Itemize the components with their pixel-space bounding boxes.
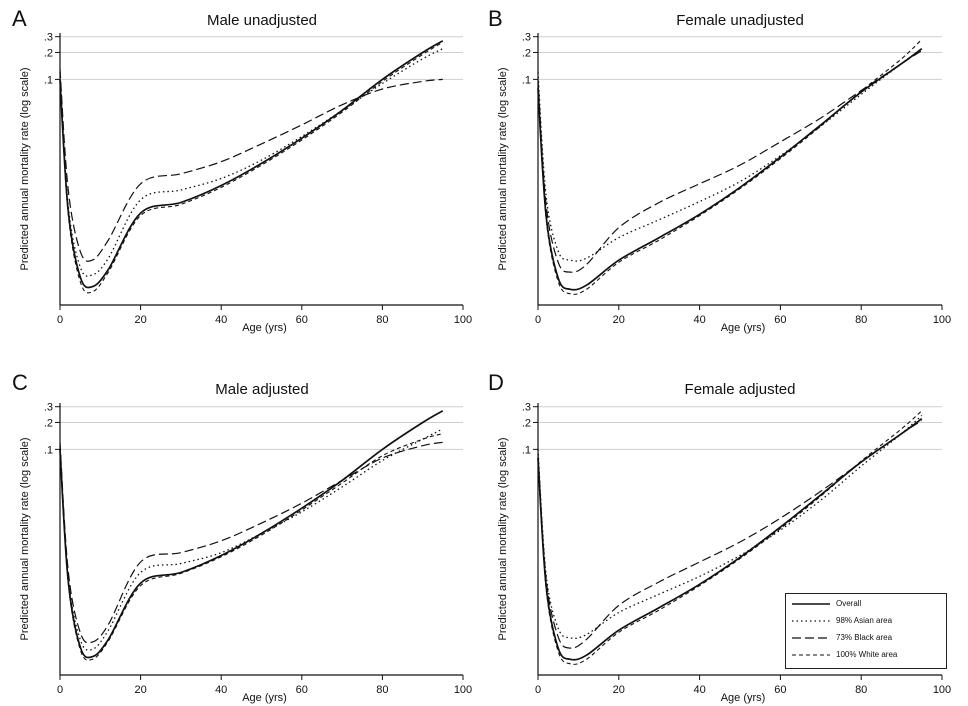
x-tick-label-c-0: 0 <box>57 684 63 696</box>
series-line-b-long-dash <box>537 50 923 273</box>
x-tick-label-d-0: 0 <box>535 684 541 696</box>
series-line-a-dotted <box>59 48 444 277</box>
series-line-a-long-dash <box>59 69 443 262</box>
y-tick-label-b-1: .2 <box>522 47 531 59</box>
x-tick-label-c-5: 100 <box>454 684 472 696</box>
y-tick-label-a-0: .1 <box>44 74 53 86</box>
y-tick-label-d-2: .3 <box>522 402 531 414</box>
y-tick-label-b-0: .1 <box>522 74 531 86</box>
legend-entry-white: 100% White area <box>790 649 940 661</box>
series-line-b-dotted <box>537 48 923 262</box>
y-tick-label-d-1: .2 <box>522 417 531 429</box>
panel-letter-a: A <box>12 6 27 31</box>
series-line-c-dashed <box>59 433 443 661</box>
panel-letter-d: D <box>488 370 504 395</box>
x-tick-label-a-2: 40 <box>215 314 227 326</box>
series-line-c-solid <box>59 410 444 659</box>
x-tick-label-c-4: 80 <box>376 684 388 696</box>
y-tick-label-b-2: .3 <box>522 32 531 44</box>
x-axis-label-c: Age (yrs) <box>242 692 287 704</box>
x-tick-label-b-3: 60 <box>774 314 786 326</box>
series-line-a-solid <box>59 40 444 289</box>
x-tick-label-d-2: 40 <box>693 684 705 696</box>
x-tick-label-c-3: 60 <box>296 684 308 696</box>
y-axis-label-a: Predicted annual mortality rate (log sca… <box>19 68 31 271</box>
panel-title-b: Female unadjusted <box>676 12 804 29</box>
y-tick-label-c-1: .2 <box>44 417 53 429</box>
legend-label-asian: 98% Asian area <box>836 616 893 625</box>
legend-label-overall: Overall <box>836 599 862 608</box>
series-line-d-long-dash <box>537 420 923 649</box>
y-tick-label-a-2: .3 <box>44 32 53 44</box>
panel-letter-b: B <box>488 6 503 31</box>
x-tick-label-c-2: 40 <box>215 684 227 696</box>
panel-title-d: Female adjusted <box>684 381 796 398</box>
y-axis-label-d: Predicted annual mortality rate (log sca… <box>497 438 509 641</box>
legend-label-black: 73% Black area <box>836 633 893 642</box>
x-axis-label-a: Age (yrs) <box>242 322 287 334</box>
y-tick-label-c-0: .1 <box>44 444 53 456</box>
series-line-b-dashed <box>537 38 923 295</box>
x-tick-label-a-5: 100 <box>454 314 472 326</box>
series-line-d-dashed <box>537 410 923 665</box>
x-tick-label-b-4: 80 <box>855 314 867 326</box>
x-tick-label-b-1: 20 <box>613 314 625 326</box>
x-tick-label-b-0: 0 <box>535 314 541 326</box>
panel-letter-c: C <box>12 370 28 395</box>
x-tick-label-c-1: 20 <box>134 684 146 696</box>
y-tick-label-c-2: .3 <box>44 402 53 414</box>
x-tick-label-b-5: 100 <box>933 314 951 326</box>
series-line-c-long-dash <box>59 441 443 644</box>
panel-title-c: Male adjusted <box>215 381 309 398</box>
series-line-a-dashed <box>59 41 444 294</box>
x-axis-label-d: Age (yrs) <box>721 692 766 704</box>
legend-entry-asian: 98% Asian area <box>790 615 940 627</box>
legend: Overall 98% Asian area 73% Black area 10… <box>785 593 947 669</box>
y-tick-label-d-0: .1 <box>522 444 531 456</box>
x-tick-label-d-1: 20 <box>613 684 625 696</box>
y-axis-label-c: Predicted annual mortality rate (log sca… <box>19 438 31 641</box>
x-tick-label-a-4: 80 <box>376 314 388 326</box>
x-tick-label-a-3: 60 <box>296 314 308 326</box>
x-tick-label-d-4: 80 <box>855 684 867 696</box>
legend-entry-black: 73% Black area <box>790 632 940 644</box>
legend-label-white: 100% White area <box>836 650 898 659</box>
panel-title-a: Male unadjusted <box>206 12 318 29</box>
x-tick-label-d-3: 60 <box>774 684 786 696</box>
legend-entry-overall: Overall <box>790 598 940 610</box>
x-tick-label-b-2: 40 <box>693 314 705 326</box>
x-axis-label-b: Age (yrs) <box>721 322 766 334</box>
x-tick-label-a-1: 20 <box>134 314 146 326</box>
x-tick-label-a-0: 0 <box>57 314 63 326</box>
y-axis-label-b: Predicted annual mortality rate (log sca… <box>497 68 509 271</box>
x-tick-label-d-5: 100 <box>933 684 951 696</box>
y-tick-label-a-1: .2 <box>44 47 53 59</box>
